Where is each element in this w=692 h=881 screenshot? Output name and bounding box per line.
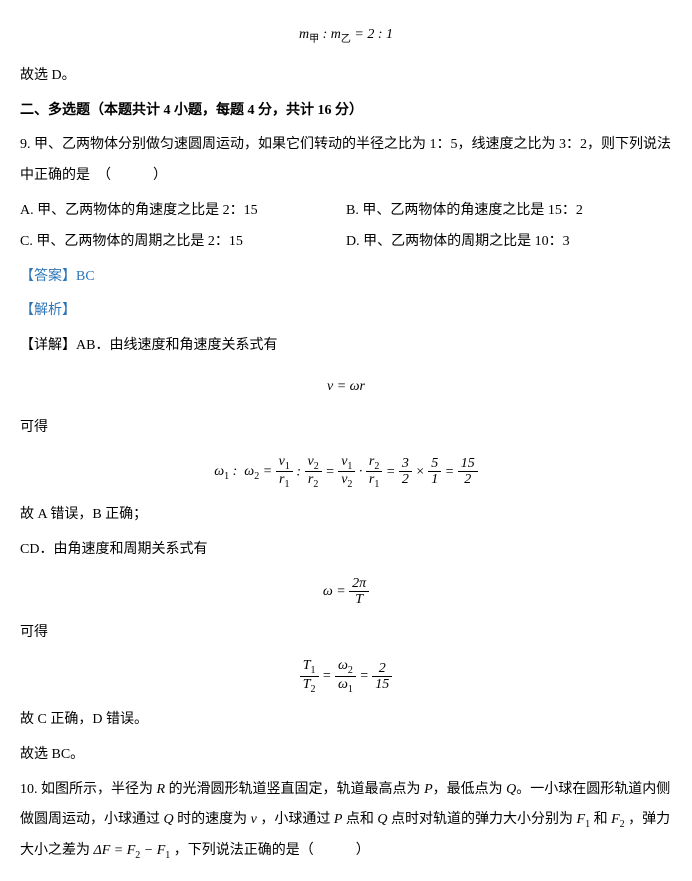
- answer-value: BC: [76, 269, 95, 284]
- equation-omega-period: ω = 2πT: [20, 576, 672, 608]
- q9-detail-cd: CD．由角速度和周期关系式有: [20, 535, 672, 566]
- q9-option-a: A. 甲、乙两物体的角速度之比是 2：15: [20, 196, 346, 227]
- equation-v-omega-r: v = ωr: [20, 372, 672, 403]
- detail-label: 【详解】: [20, 338, 76, 353]
- text-choose-d: 故选 D。: [20, 61, 672, 92]
- q10-stem: 10. 如图所示，半径为 R 的光滑圆形轨道竖直固定，轨道最高点为 P，最低点为…: [20, 775, 672, 867]
- q9-conclusion-cd: 故 C 正确，D 错误。: [20, 705, 672, 736]
- q9-kede-2: 可得: [20, 618, 672, 649]
- q9-detail-ab: 【详解】AB．由线速度和角速度关系式有: [20, 331, 672, 362]
- q9-options: A. 甲、乙两物体的角速度之比是 2：15 B. 甲、乙两物体的角速度之比是 1…: [20, 196, 672, 258]
- q9-option-c: C. 甲、乙两物体的周期之比是 2：15: [20, 227, 346, 258]
- q9-stem: 9. 甲、乙两物体分别做匀速圆周运动，如果它们转动的半径之比为 1：5，线速度之…: [20, 130, 672, 192]
- equation-mass-ratio: m甲 : m乙 = 2 : 1: [20, 20, 672, 51]
- section-title: 二、多选题（本题共计 4 小题，每题 4 分，共计 16 分）: [20, 96, 672, 127]
- answer-label: 【答案】: [20, 269, 76, 284]
- equation-period-ratio: T1T2 = ω2ω1 = 215: [20, 658, 672, 695]
- q9-analysis-label: 【解析】: [20, 296, 672, 327]
- q9-option-b: B. 甲、乙两物体的角速度之比是 15：2: [346, 196, 672, 227]
- q9-kede-1: 可得: [20, 413, 672, 444]
- q9-answer: 【答案】BC: [20, 262, 672, 293]
- q9-conclusion-ab: 故 A 错误，B 正确；: [20, 500, 672, 531]
- equation-omega-ratio: ω1 : ω2 = v1r1 : v2r2 = v1v2 · r2r1 = 32…: [20, 454, 672, 491]
- q9-option-d: D. 甲、乙两物体的周期之比是 10：3: [346, 227, 672, 258]
- detail-ab-text: AB．由线速度和角速度关系式有: [76, 338, 277, 353]
- q9-final: 故选 BC。: [20, 740, 672, 771]
